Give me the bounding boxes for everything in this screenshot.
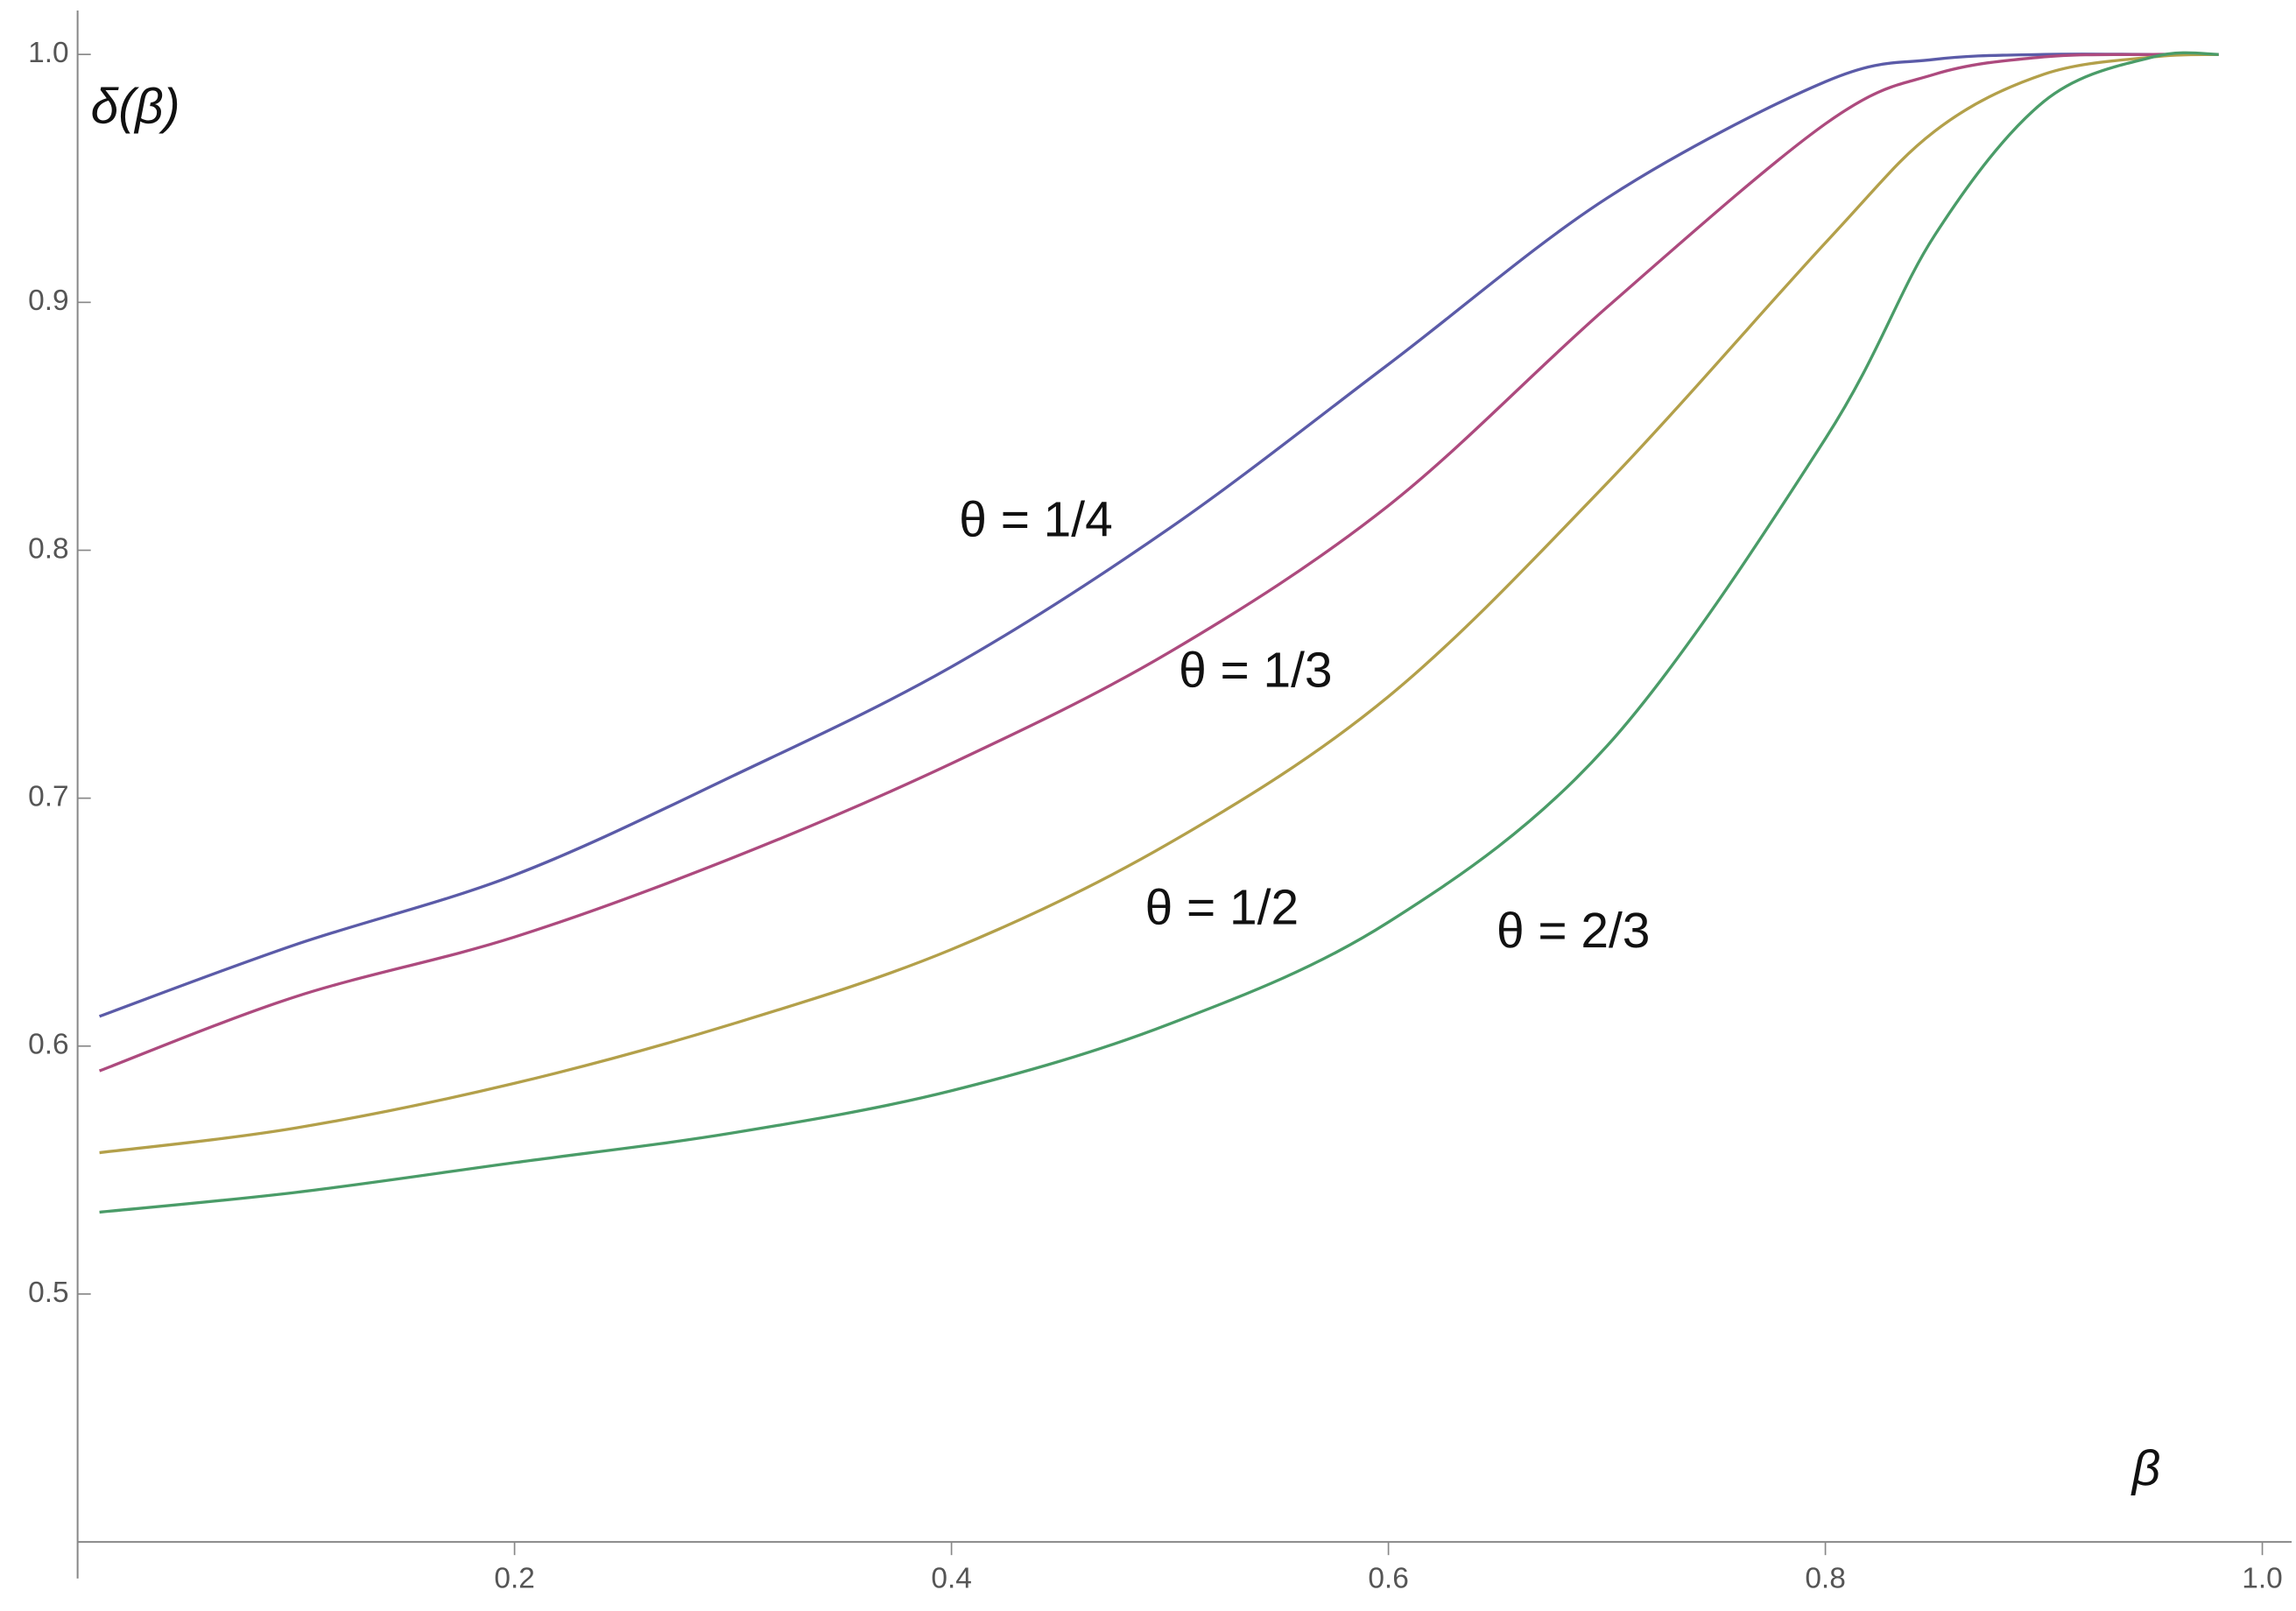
y-tick-label: 0.7 [28, 780, 68, 813]
series-line [99, 53, 2219, 1018]
y-tick-label: 0.9 [28, 285, 68, 317]
y-axis-label: δ(β) [91, 80, 180, 135]
series-label: θ = 1/2 [1145, 880, 1299, 935]
series-line [98, 53, 2219, 1073]
x-tick-label: 0.8 [1805, 1562, 1845, 1594]
y-tick-label: 0.6 [28, 1029, 68, 1061]
series-label: θ = 2/3 [1497, 904, 1650, 959]
series-line [99, 51, 2219, 1214]
x-tick-label: 1.0 [2242, 1562, 2282, 1594]
x-tick-label: 0.2 [494, 1562, 534, 1594]
y-tick-label: 0.5 [28, 1277, 68, 1309]
series-label: θ = 1/4 [959, 492, 1112, 547]
x-tick-label: 0.6 [1368, 1562, 1408, 1594]
x-tick-label: 0.4 [931, 1562, 971, 1594]
y-tick-label: 0.8 [28, 532, 68, 565]
x-axis-label: β [2130, 1441, 2160, 1496]
series-label: θ = 1/3 [1179, 644, 1332, 699]
series-line [99, 53, 2219, 1155]
y-tick-label: 1.0 [28, 37, 68, 69]
